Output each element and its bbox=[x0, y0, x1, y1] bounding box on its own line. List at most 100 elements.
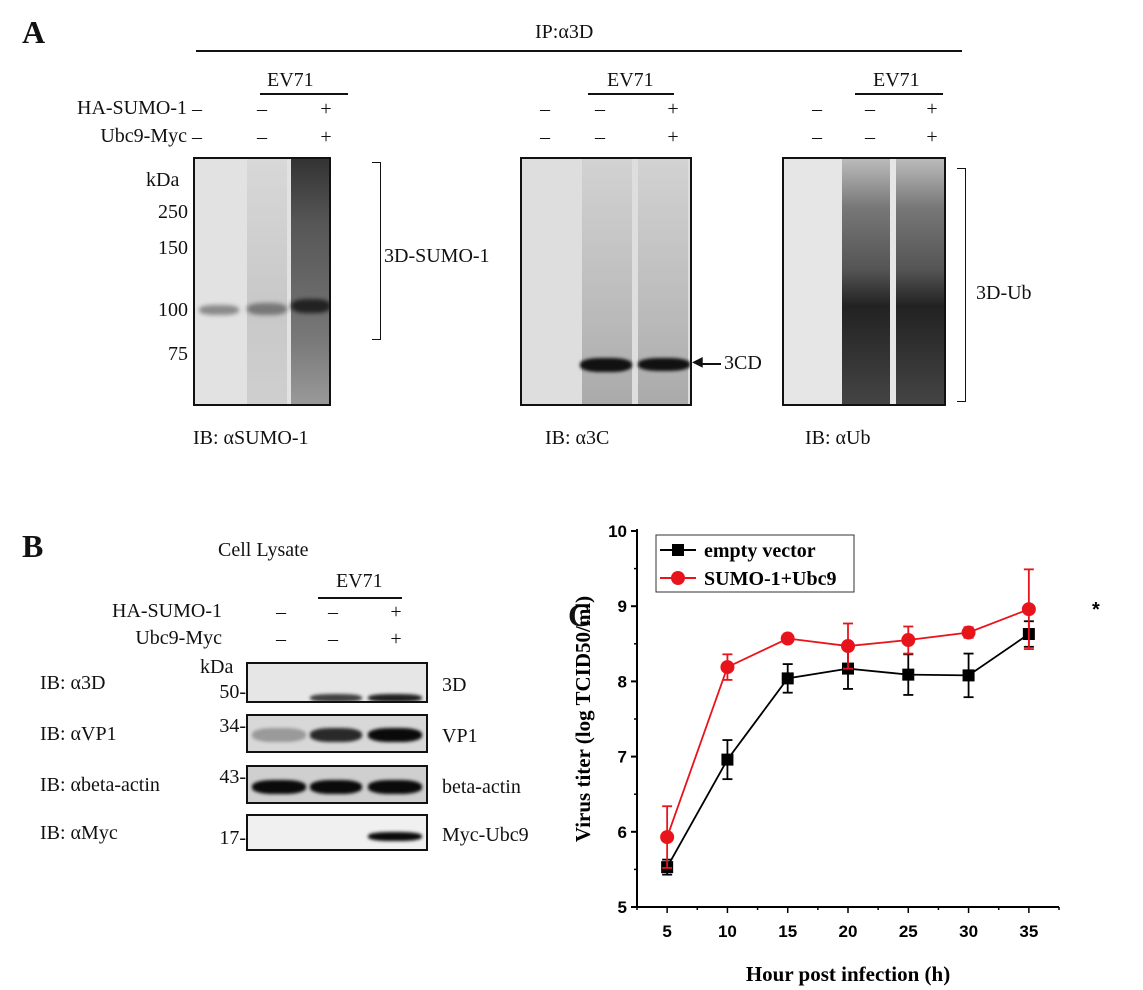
x-tick-label: 35 bbox=[1019, 922, 1038, 941]
ib-label-sumo1: IB: αSUMO-1 bbox=[193, 427, 309, 449]
data-point-square bbox=[902, 668, 915, 681]
x-tick-label: 20 bbox=[839, 922, 858, 941]
ubc9-sign-b: – bbox=[328, 628, 338, 650]
blot-row bbox=[246, 714, 428, 753]
data-point-circle bbox=[780, 631, 795, 646]
marker-label-b: 43- bbox=[219, 766, 246, 788]
ib-label-b: IB: α3D bbox=[40, 671, 106, 694]
band-label-b: 3D bbox=[442, 673, 467, 696]
ubc9-label: Ubc9-Myc bbox=[100, 125, 187, 147]
ha-sumo-sign-b: – bbox=[328, 601, 338, 623]
ubc9-sign: – bbox=[540, 126, 550, 148]
ubc9-sign: – bbox=[865, 126, 875, 148]
ubc9-sign: + bbox=[926, 126, 938, 148]
data-point-circle bbox=[1021, 602, 1036, 617]
ib-label-3c: IB: α3C bbox=[545, 427, 610, 449]
ubc9-sign: – bbox=[812, 126, 822, 148]
x-tick-label: 5 bbox=[662, 922, 671, 941]
x-tick-label: 15 bbox=[778, 922, 797, 941]
annotation-3cd: 3CD bbox=[724, 352, 762, 374]
ubc9-label-b: Ubc9-Myc bbox=[135, 627, 222, 649]
blot-sumo1 bbox=[193, 157, 331, 406]
cell-lysate-title: Cell Lysate bbox=[218, 539, 309, 561]
ev71-label-2: EV71 bbox=[607, 69, 654, 91]
ha-sumo-sign-b: – bbox=[276, 601, 286, 623]
arrow-head-icon: ◀ bbox=[692, 355, 703, 370]
marker-label-b: 34- bbox=[219, 715, 246, 737]
ubc9-sign: – bbox=[595, 126, 605, 148]
annotation-3d-ub: 3D-Ub bbox=[976, 282, 1032, 304]
band-label-b: VP1 bbox=[442, 724, 478, 747]
legend-label: empty vector bbox=[704, 540, 816, 562]
data-point-circle bbox=[660, 830, 675, 845]
ev71-label-1: EV71 bbox=[267, 69, 314, 91]
annotation-3d-sumo1: 3D-SUMO-1 bbox=[384, 245, 490, 267]
data-point-circle bbox=[841, 639, 855, 654]
blot-row bbox=[246, 662, 428, 703]
bracket-3d-ub bbox=[957, 168, 966, 402]
ev71-label-3: EV71 bbox=[873, 69, 920, 91]
x-tick-label: 25 bbox=[899, 922, 918, 941]
marker-label-b: 17- bbox=[219, 827, 246, 849]
y-tick-label: 9 bbox=[618, 597, 627, 616]
data-point-circle bbox=[961, 625, 976, 640]
blot-row bbox=[246, 765, 428, 804]
kda-label: kDa bbox=[146, 169, 180, 191]
ubc9-sign: – bbox=[257, 126, 267, 148]
ip-label: IP:α3D bbox=[535, 21, 594, 43]
data-point-circle bbox=[720, 660, 735, 675]
x-axis-title: Hour post infection (h) bbox=[746, 962, 950, 986]
data-point-square bbox=[962, 669, 975, 682]
legend-label: SUMO-1+Ubc9 bbox=[704, 568, 837, 590]
ib-label-b: IB: αVP1 bbox=[40, 722, 117, 745]
ha-sumo-sign: – bbox=[540, 98, 550, 120]
band-label-b: beta-actin bbox=[442, 775, 521, 798]
ha-sumo-label: HA-SUMO-1 bbox=[77, 97, 187, 119]
ib-label-ub: IB: αUb bbox=[805, 427, 871, 449]
data-point-square bbox=[721, 753, 734, 766]
ha-sumo-sign: – bbox=[192, 98, 202, 120]
panel-a-label: A bbox=[22, 14, 46, 50]
marker-100: 100 bbox=[158, 299, 188, 321]
y-tick-label: 5 bbox=[618, 898, 627, 917]
y-axis-title: Virus titer (log TCID50/ml) bbox=[571, 596, 595, 842]
ev71-line-1 bbox=[260, 93, 348, 95]
blot-row bbox=[246, 814, 428, 851]
panel-c-label: C bbox=[568, 597, 592, 633]
marker-150: 150 bbox=[158, 237, 188, 259]
x-tick-label: 10 bbox=[718, 922, 737, 941]
legend-marker-circle bbox=[671, 571, 685, 585]
x-tick-label: 30 bbox=[959, 922, 978, 941]
ip-line bbox=[196, 50, 962, 52]
panel-b-label: B bbox=[22, 528, 44, 564]
band-label-b: Myc-Ubc9 bbox=[442, 823, 529, 846]
kda-label-b: kDa bbox=[200, 656, 234, 678]
legend-box bbox=[655, 534, 855, 593]
ha-sumo-sign: – bbox=[865, 98, 875, 120]
y-tick-label: 8 bbox=[618, 672, 627, 691]
ha-sumo-sign: – bbox=[812, 98, 822, 120]
blot-ub bbox=[782, 157, 946, 406]
arrow-3cd bbox=[697, 363, 721, 365]
marker-250: 250 bbox=[158, 201, 188, 223]
y-tick-label: 7 bbox=[618, 748, 627, 767]
bracket-3d-sumo1 bbox=[372, 162, 381, 340]
marker-label-b: 50- bbox=[219, 681, 246, 703]
marker-75: 75 bbox=[168, 343, 188, 365]
ev71-line-b bbox=[318, 597, 402, 599]
ha-sumo-sign: – bbox=[595, 98, 605, 120]
ha-sumo-sign: + bbox=[320, 98, 332, 120]
ha-sumo-sign: – bbox=[257, 98, 267, 120]
data-point-circle bbox=[901, 633, 916, 648]
ib-label-b: IB: αbeta-actin bbox=[40, 773, 160, 796]
legend-marker-square bbox=[672, 544, 684, 556]
ev71-label-b: EV71 bbox=[336, 570, 383, 592]
ev71-line-3 bbox=[855, 93, 943, 95]
ubc9-sign-b: – bbox=[276, 628, 286, 650]
ev71-line-2 bbox=[588, 93, 674, 95]
significance-asterisk: * bbox=[1092, 599, 1100, 621]
ubc9-sign-b: + bbox=[390, 628, 402, 650]
ib-label-b: IB: αMyc bbox=[40, 821, 118, 844]
ubc9-sign: – bbox=[192, 126, 202, 148]
